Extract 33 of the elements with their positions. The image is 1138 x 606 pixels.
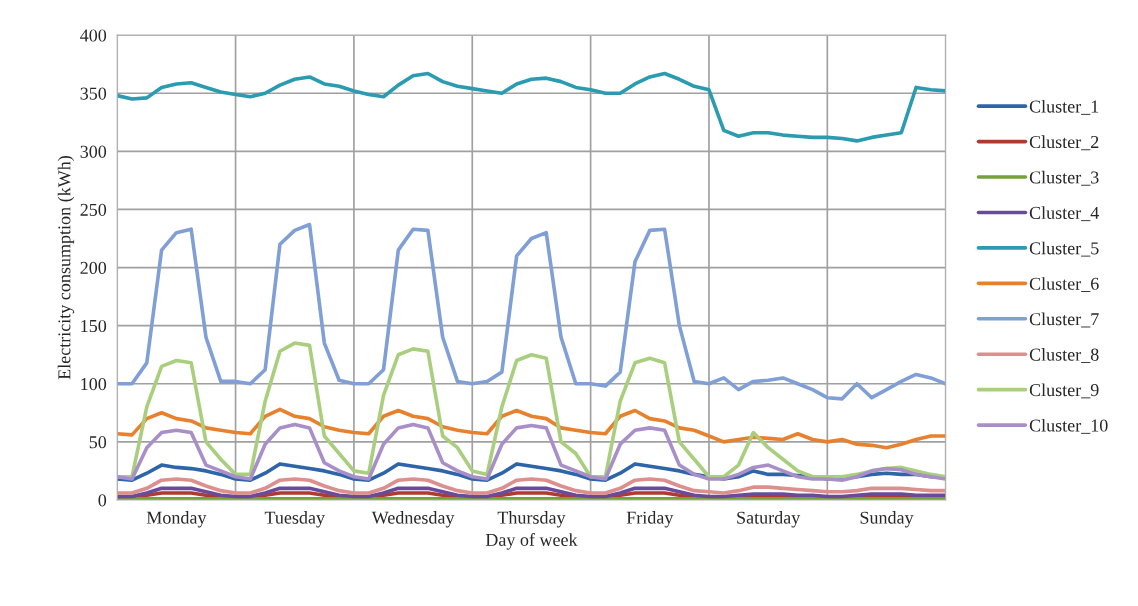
y-tick-label: 200	[80, 261, 107, 274]
x-tick-label: Friday	[626, 511, 674, 528]
legend-label: Cluster_2	[1029, 135, 1099, 151]
legend-label: Cluster_10	[1029, 418, 1108, 434]
legend-label: Cluster_6	[1029, 277, 1099, 292]
y-tick-label: 300	[80, 145, 107, 158]
line-series	[117, 407, 946, 450]
x-tick-label: Wednesday	[371, 511, 455, 528]
legend-label: Cluster_8	[1029, 348, 1099, 363]
y-tick-label: 400	[80, 29, 107, 42]
legend-label: Cluster_5	[1029, 241, 1099, 257]
y-tick-label: 0	[98, 494, 107, 507]
x-tick-label: Saturday	[737, 511, 801, 528]
y-tick-label: 150	[81, 319, 107, 333]
y-axis-title: Electricity consumption (kWh)	[57, 156, 75, 380]
y-tick-label: 100	[81, 378, 107, 391]
legend-label: Cluster_9	[1029, 383, 1099, 399]
y-tick-label: 50	[89, 436, 107, 449]
legend-label: Cluster_3	[1029, 170, 1099, 186]
x-tick-label: Thursday	[497, 511, 566, 528]
legend-label: Cluster_7	[1029, 312, 1099, 328]
line-series	[117, 71, 946, 143]
line-series	[117, 477, 946, 495]
x-tick-label: Tuesday	[264, 511, 325, 528]
x-tick-label: Monday	[146, 511, 207, 528]
line-series	[117, 422, 946, 483]
y-tick-label: 350	[80, 87, 107, 100]
x-tick-label: Sunday	[860, 511, 914, 528]
line-series	[117, 222, 946, 401]
legend-label: Cluster_4	[1029, 206, 1099, 222]
x-axis-title: Day of week	[485, 533, 578, 550]
y-tick-label: 250	[80, 203, 107, 216]
legend-label: Cluster_1	[1029, 99, 1099, 115]
